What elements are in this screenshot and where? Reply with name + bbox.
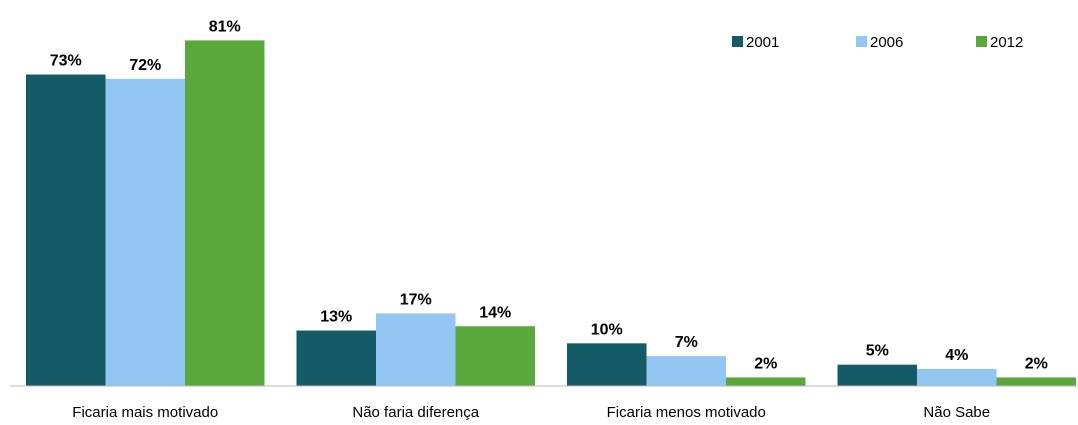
legend-swatch	[732, 36, 743, 47]
value-label: 7%	[675, 334, 698, 351]
bar	[837, 364, 917, 386]
value-label: 4%	[945, 347, 968, 364]
value-label: 13%	[320, 309, 352, 326]
legend-label: 2006	[870, 34, 903, 51]
value-label: 81%	[209, 18, 241, 35]
legend-swatch	[976, 36, 987, 47]
legend-label: 2001	[746, 34, 779, 51]
value-label: 17%	[400, 291, 432, 308]
bar	[646, 356, 726, 386]
value-label: 10%	[591, 321, 623, 338]
value-label: 73%	[50, 53, 82, 70]
value-label: 72%	[129, 57, 161, 74]
value-label: 14%	[479, 304, 511, 321]
bar	[726, 377, 806, 386]
legend-swatch	[856, 36, 867, 47]
bar	[185, 40, 265, 387]
value-label: 2%	[1025, 355, 1048, 372]
bar	[996, 377, 1076, 386]
x-tick-label: Ficaria menos motivado	[607, 404, 766, 421]
bar	[455, 326, 535, 386]
bar	[917, 368, 997, 386]
x-tick-label: Não faria diferença	[352, 404, 479, 421]
value-label: 5%	[866, 343, 889, 360]
bar	[296, 330, 376, 386]
bar	[26, 74, 106, 387]
bar	[376, 313, 456, 386]
bar	[567, 343, 647, 386]
x-tick-label: Não Sabe	[923, 404, 990, 421]
value-label: 2%	[754, 355, 777, 372]
bar	[105, 78, 185, 387]
legend-label: 2012	[990, 34, 1023, 51]
x-tick-label: Ficaria mais motivado	[72, 404, 218, 421]
